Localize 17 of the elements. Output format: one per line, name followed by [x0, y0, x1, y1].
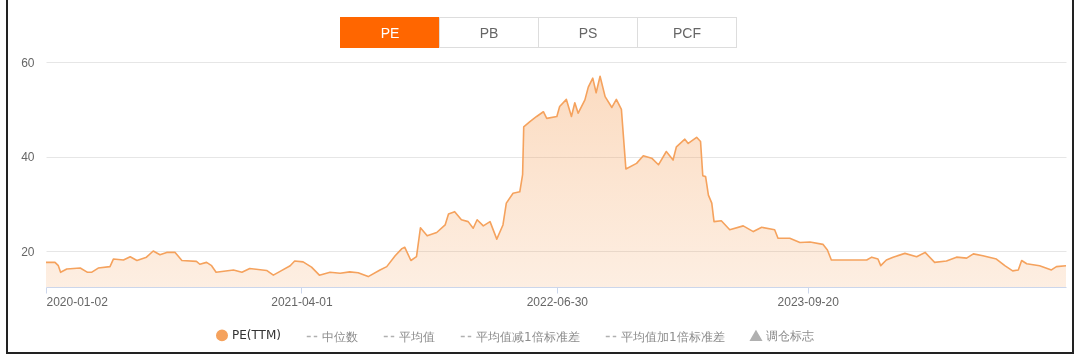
text: PE — [340, 17, 440, 48]
legend-label: 平均值减1倍标准差 — [476, 329, 580, 344]
y-tick-label: 60 — [21, 55, 35, 70]
x-tick-label: 2021-04-01 — [271, 294, 333, 309]
text: PS — [538, 17, 638, 48]
legend-label: PE(TTM) — [232, 328, 281, 343]
legend-label: 平均值加1倍标准差 — [621, 329, 725, 344]
y-tick-label: 20 — [21, 244, 35, 259]
x-tick-label: 2022-06-30 — [526, 294, 589, 309]
legend-label: 调仓标志 — [766, 328, 814, 343]
legend-label: 中位数 — [322, 329, 358, 344]
y-tick-label: 40 — [21, 150, 35, 165]
legend-label: 平均值 — [399, 329, 435, 344]
x-tick-label: 2023-09-20 — [777, 294, 840, 309]
x-tick-label: 2020-01-02 — [46, 294, 109, 309]
text: PCF — [637, 17, 737, 48]
text: PB — [439, 17, 539, 48]
